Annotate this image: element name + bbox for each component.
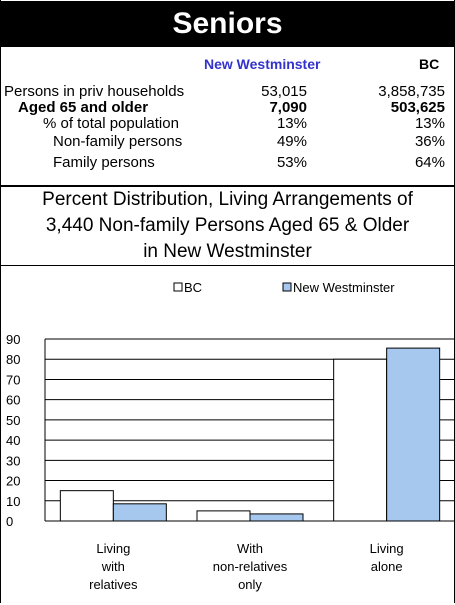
bar — [112, 503, 167, 522]
x-tick-label: relatives — [89, 577, 138, 592]
bar — [196, 510, 251, 522]
caption-line: in New Westminster — [143, 241, 312, 262]
row-label: Non-family persons — [53, 133, 183, 150]
page-title: Seniors — [1, 1, 454, 47]
chart-caption: Percent Distribution, Living Arrangement… — [1, 187, 454, 266]
row-value-new-westminster: 53,015 — [261, 83, 307, 100]
y-tick-label: 40 — [6, 433, 20, 448]
bar — [249, 513, 304, 522]
table-row: Non-family persons 49% 36% — [1, 133, 454, 150]
row-value-bc: 64% — [414, 154, 445, 171]
caption-line: Percent Distribution, Living Arrangement… — [42, 189, 413, 210]
y-tick-label: 20 — [6, 474, 20, 489]
y-tick-label: 80 — [6, 352, 20, 367]
x-tick-label: alone — [371, 559, 403, 574]
y-tick-label: 90 — [6, 332, 20, 347]
y-tick-label: 0 — [6, 514, 13, 529]
y-tick-label: 70 — [6, 372, 20, 387]
x-tick-label: non-relatives — [213, 559, 288, 574]
row-value-new-westminster: 49% — [276, 133, 307, 150]
stats-table: New Westminster BC Persons in priv house… — [1, 47, 454, 187]
y-tick-label: 50 — [6, 413, 20, 428]
row-value-new-westminster: 53% — [276, 154, 307, 171]
bar — [333, 358, 388, 522]
x-tick-label: with — [101, 559, 125, 574]
table-row: Family persons 53% 64% — [1, 154, 454, 171]
legend-swatch — [173, 282, 183, 292]
row-value-new-westminster: 7,090 — [269, 99, 307, 116]
x-tick-label: only — [238, 577, 262, 592]
table-row: Aged 65 and older 7,090 503,625 — [1, 99, 454, 116]
row-value-bc: 13% — [414, 115, 445, 132]
x-tick-label: With — [237, 541, 263, 556]
row-label: Aged 65 and older — [18, 99, 149, 116]
row-value-bc: 36% — [414, 133, 445, 150]
table-row: Persons in priv households 53,015 3,858,… — [1, 83, 454, 100]
legend-label: New Westminster — [293, 280, 395, 295]
x-tick-label: Living — [96, 541, 130, 556]
row-value-new-westminster: 13% — [276, 115, 307, 132]
row-label: % of total population — [43, 115, 179, 132]
y-tick-label: 10 — [6, 494, 20, 509]
row-value-bc: 3,858,735 — [378, 83, 445, 100]
bar — [386, 347, 441, 522]
row-label: Persons in priv households — [4, 83, 185, 100]
y-tick-label: 30 — [6, 453, 20, 468]
bar — [59, 490, 114, 522]
column-header-bc: BC — [419, 56, 440, 72]
legend-label: BC — [184, 280, 202, 295]
table-row: % of total population 13% 13% — [1, 115, 454, 132]
y-tick-label: 60 — [6, 393, 20, 408]
row-label: Family persons — [53, 154, 155, 171]
row-value-bc: 503,625 — [390, 99, 445, 116]
legend-swatch — [282, 282, 292, 292]
caption-line: 3,440 Non-family Persons Aged 65 & Older — [45, 215, 410, 236]
column-header-new-westminster: New Westminster — [204, 56, 321, 72]
x-tick-label: Living — [370, 541, 404, 556]
